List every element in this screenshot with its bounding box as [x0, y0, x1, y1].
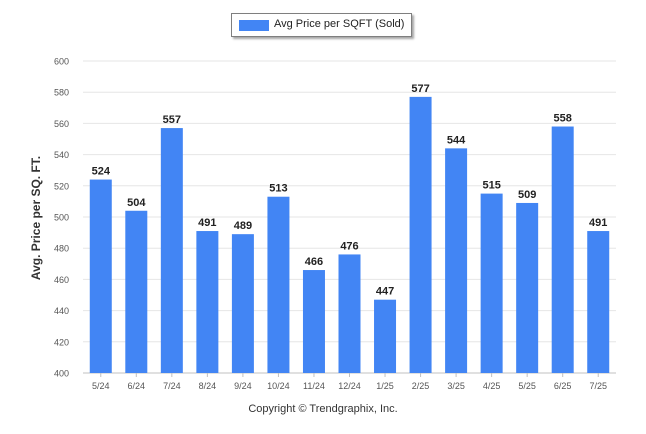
bar [267, 196, 290, 373]
y-tick-label: 580 [54, 88, 69, 98]
y-tick-label: 560 [54, 119, 69, 129]
y-axis-title: Avg. Price per SQ. FT. [29, 155, 43, 281]
x-tick-label: 7/24 [163, 381, 181, 391]
x-tick-label: 6/24 [128, 381, 146, 391]
x-tick-label: 7/25 [589, 381, 607, 391]
x-tick-label: 5/25 [518, 381, 536, 391]
bar [160, 128, 183, 373]
bar [516, 202, 539, 373]
bar [587, 231, 610, 373]
x-axis: 5/24 6/24 7/24 8/24 9/24 10/24 11/24 12/24 1/25 2… [92, 373, 607, 391]
x-tick-label: 2/25 [412, 381, 430, 391]
data-label: 476 [340, 240, 358, 252]
x-tick-label: 5/24 [92, 381, 110, 391]
legend-swatch [239, 20, 269, 31]
data-label: 577 [411, 83, 429, 95]
data-labels: 524 504 557 491 489 513 466 476 447 577 544 515 509 5… [92, 83, 608, 298]
legend[interactable]: Avg Price per SQFT (Sold) [231, 13, 412, 37]
bar [89, 179, 112, 373]
bar [302, 270, 325, 373]
data-label: 491 [198, 217, 216, 229]
y-tick-label: 460 [54, 275, 69, 285]
x-tick-label: 3/25 [447, 381, 465, 391]
data-label: 557 [163, 114, 181, 126]
y-tick-label: 440 [54, 306, 69, 316]
x-tick-label: 10/24 [267, 381, 290, 391]
data-label: 489 [234, 220, 252, 232]
bar [480, 193, 503, 373]
bar [338, 254, 361, 373]
data-label: 524 [92, 166, 111, 178]
x-tick-label: 12/24 [338, 381, 361, 391]
y-tick-label: 540 [54, 150, 69, 160]
bar [374, 299, 397, 373]
bar-series [89, 96, 610, 374]
data-label: 513 [269, 183, 287, 195]
y-tick-label: 420 [54, 337, 69, 347]
x-tick-label: 9/24 [234, 381, 252, 391]
y-tick-label: 520 [54, 181, 69, 191]
y-tick-label: 480 [54, 244, 69, 254]
data-label: 509 [518, 189, 536, 201]
x-tick-label: 4/25 [483, 381, 501, 391]
data-label: 504 [127, 197, 146, 209]
bar [125, 210, 148, 373]
data-label: 544 [447, 134, 466, 146]
bar [231, 234, 254, 373]
data-label: 558 [554, 113, 572, 125]
bar [551, 126, 574, 374]
copyright-credit: Copyright © Trendgraphix, Inc. [248, 403, 398, 415]
y-tick-label: 600 [54, 57, 69, 67]
y-tick-label: 500 [54, 213, 69, 223]
x-tick-label: 11/24 [303, 381, 325, 391]
bar [445, 148, 468, 373]
x-tick-label: 6/25 [554, 381, 572, 391]
data-label: 491 [589, 217, 607, 229]
bar [409, 96, 432, 373]
data-label: 466 [305, 256, 323, 268]
bar [196, 231, 219, 373]
x-tick-label: 1/25 [376, 381, 394, 391]
x-tick-label: 8/24 [199, 381, 217, 391]
legend-label: Avg Price per SQFT (Sold) [274, 18, 405, 30]
data-label: 447 [376, 286, 394, 298]
y-axis: 400 420 440 460 480 500 520 540 560 580 600 [54, 57, 69, 379]
y-tick-label: 400 [54, 369, 69, 379]
data-label: 515 [482, 180, 500, 192]
